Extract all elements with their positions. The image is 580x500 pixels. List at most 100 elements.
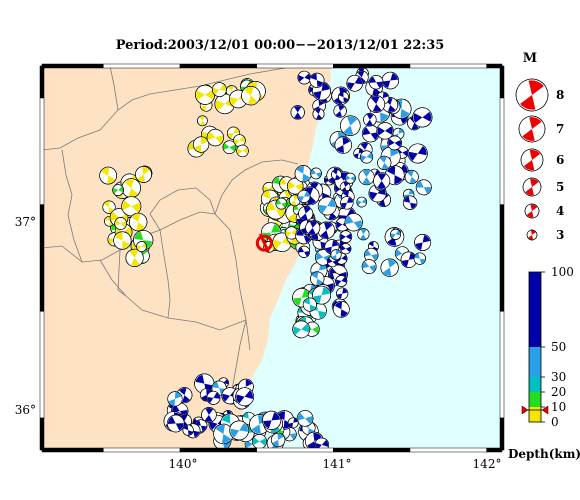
focal-mechanism-334 xyxy=(302,297,317,312)
focal-mechanism-154 xyxy=(361,259,377,274)
focal-mechanism-62 xyxy=(275,197,288,210)
focal-mechanism-295 xyxy=(381,71,399,90)
focal-mechanism-178 xyxy=(377,155,392,170)
focal-mechanism-167 xyxy=(361,124,380,143)
focal-mechanism-267 xyxy=(136,241,147,252)
focal-mechanism-153 xyxy=(364,247,379,263)
depth-band-2 xyxy=(529,377,541,392)
focal-mechanism-274 xyxy=(129,212,148,232)
focal-mechanism-105 xyxy=(335,275,348,287)
focal-mechanism-266 xyxy=(125,248,144,267)
focal-mechanism-268 xyxy=(121,178,141,198)
focal-mechanism-298 xyxy=(312,108,325,121)
focal-mechanism-211 xyxy=(201,407,217,423)
focal-mechanism-319 xyxy=(367,95,386,113)
depth-colorbar: 100 50 30 20 10 0 Depth(km) xyxy=(508,265,580,461)
focal-mechanism-311 xyxy=(333,104,347,118)
focal-mechanism-109 xyxy=(310,167,322,180)
focal-mechanism-233 xyxy=(213,423,234,445)
lon-label-140: 140° xyxy=(169,457,198,471)
lat-tick-labels: 37° 36° xyxy=(15,215,36,417)
magnitude-ball-3 xyxy=(526,229,538,241)
map-frame xyxy=(39,63,505,453)
focal-mechanism-135 xyxy=(340,115,361,136)
lon-label-142: 142° xyxy=(473,457,502,471)
epicenter-ring xyxy=(255,234,273,252)
prefecture-borders xyxy=(42,66,299,411)
focal-mechanism-124 xyxy=(297,189,311,203)
focal-mechanism-272 xyxy=(121,196,142,217)
focal-mechanism-67 xyxy=(286,177,304,195)
focal-mechanism-218 xyxy=(166,414,185,433)
focal-mechanism-310 xyxy=(290,105,305,120)
depth-band-0 xyxy=(529,407,541,422)
focal-mechanism-217 xyxy=(167,391,183,407)
depth-band-1 xyxy=(529,392,541,407)
focal-mechanism-162 xyxy=(413,252,426,265)
focal-mechanism-161 xyxy=(334,136,352,154)
focal-mechanism-179 xyxy=(373,172,391,190)
epicenter-marker xyxy=(255,233,273,253)
focal-mechanism-115 xyxy=(305,220,321,236)
focal-mechanism-177 xyxy=(412,107,433,128)
focal-mechanism-74 xyxy=(336,287,349,300)
focal-mechanism-168 xyxy=(404,169,419,184)
focal-mechanism-219 xyxy=(182,424,194,436)
depth-label-100: 100 xyxy=(551,265,574,279)
magnitude-label-7: 7 xyxy=(556,122,564,136)
focal-mechanism-77 xyxy=(298,245,311,258)
magnitude-ball-7 xyxy=(518,115,546,143)
focal-mechanism-149 xyxy=(380,258,399,277)
lon-tick-labels: 140° 141° 142° xyxy=(169,457,502,471)
map-area xyxy=(42,66,502,450)
focal-mechanism-271 xyxy=(135,166,152,183)
lat-label-36: 36° xyxy=(15,403,36,417)
lon-label-141: 141° xyxy=(323,457,352,471)
magnitude-ball-6 xyxy=(520,148,544,172)
focal-mechanism-294 xyxy=(241,85,261,106)
focal-mechanism-164 xyxy=(414,234,432,251)
focal-mechanism-159 xyxy=(356,196,368,208)
focal-mechanism-246 xyxy=(270,432,286,448)
focal-mechanism-286 xyxy=(192,136,210,153)
focal-mechanisms xyxy=(99,67,433,450)
focal-mechanism-172 xyxy=(344,172,356,184)
focal-mechanism-150 xyxy=(331,169,342,180)
focal-mechanism-156 xyxy=(340,243,352,255)
epicenter-line xyxy=(258,233,270,253)
depth-label-30: 30 xyxy=(551,370,566,384)
focal-mechanism-68 xyxy=(288,194,301,207)
depth-label-50: 50 xyxy=(551,340,566,354)
magnitude-label-3: 3 xyxy=(556,228,564,242)
focal-mechanism-332 xyxy=(292,320,311,339)
focal-mechanism-87 xyxy=(294,165,312,183)
focal-mechanism-163 xyxy=(357,228,370,241)
magnitude-label-6: 6 xyxy=(556,153,564,167)
magnitude-ball-5 xyxy=(522,177,542,197)
focal-mechanism-291 xyxy=(222,140,237,155)
magnitude-label-8: 8 xyxy=(556,88,564,102)
magnitude-label-4: 4 xyxy=(556,204,564,218)
focal-mechanism-174 xyxy=(402,195,418,210)
lat-label-37: 37° xyxy=(15,215,36,229)
focal-mechanism-290 xyxy=(212,82,227,97)
focal-mechanism-292 xyxy=(206,128,224,147)
magnitude-ball-4 xyxy=(524,203,540,219)
depth-marker xyxy=(521,405,549,415)
focal-mechanism-273 xyxy=(112,184,124,196)
depth-label-20: 20 xyxy=(551,385,566,399)
focal-mechanism-119 xyxy=(332,300,350,318)
depth-band-4 xyxy=(529,272,541,347)
focal-mechanism-213 xyxy=(206,390,221,405)
focal-mechanism-248 xyxy=(262,410,282,430)
depth-label-0: 0 xyxy=(551,415,559,429)
focal-mechanism-316 xyxy=(309,72,325,88)
magnitude-legend-title: M xyxy=(523,51,537,66)
focal-mechanism-111 xyxy=(317,196,337,216)
focal-mechanism-166 xyxy=(340,196,354,210)
focal-mechanism-276 xyxy=(197,115,208,127)
focal-mechanism-240 xyxy=(296,410,314,427)
focal-mechanism-113 xyxy=(317,221,336,239)
focal-mechanism-293 xyxy=(236,144,249,158)
